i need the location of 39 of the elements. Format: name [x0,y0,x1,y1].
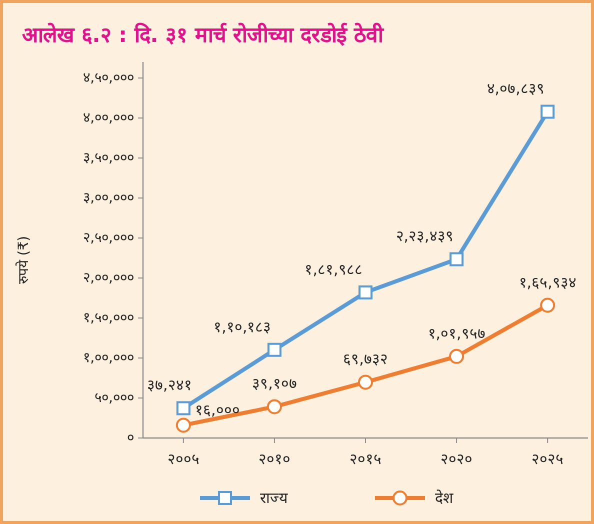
point [450,252,464,266]
data-label: १,१०,१८३ [214,318,272,336]
y-tick-label: १,००,००० [83,350,134,366]
point [540,104,555,119]
point [266,399,282,414]
y-tick-label: ४,००,००० [83,110,134,126]
data-label: ४,०७,८३९ [486,80,544,98]
data-label: ३७,२४१ [147,376,192,394]
point [449,348,464,364]
y-tick-label: २,००,००० [83,270,134,286]
data-label: १,८१,९८८ [304,260,362,278]
point [176,418,191,433]
data-label: २,२३,४३९ [396,227,454,246]
x-tick-label: २०१५ [350,450,382,468]
y-tick-label: ५०,००० [94,390,134,406]
legend-label: देश [435,489,454,507]
y-tick-label: ४,५०,००० [83,70,134,86]
data-label: १६,००० [195,401,240,420]
y-tick-label: १,५०,००० [83,310,134,326]
data-label: १,६५,९३४ [518,273,576,292]
point [358,374,373,390]
point [540,298,556,313]
legend-label: राज्य [260,489,288,507]
y-tick-label: २,५०,००० [83,230,134,246]
point [176,401,190,416]
data-label: ३९,१०७ [252,374,297,393]
x-tick-label: २०२० [440,450,473,468]
y-tick-label: ३,००,००० [83,190,134,206]
y-tick-label: ० [127,430,134,446]
x-tick-label: २००५ [167,450,200,468]
data-label: १,०१,९५७ [428,324,486,342]
chart-title: आलेख ६.२ : दि. ३१ मार्च रोजीच्या दरडोई ठेवी [22,22,385,47]
point [267,342,282,357]
data-label: ६९,७३२ [343,350,388,368]
point [358,285,372,300]
x-tick-label: २०२५ [532,450,564,468]
y-tick-label: ३,५०,००० [83,150,134,166]
x-tick-label: २०१० [258,450,290,468]
y-axis-title: रुपये (₹) [15,236,32,284]
